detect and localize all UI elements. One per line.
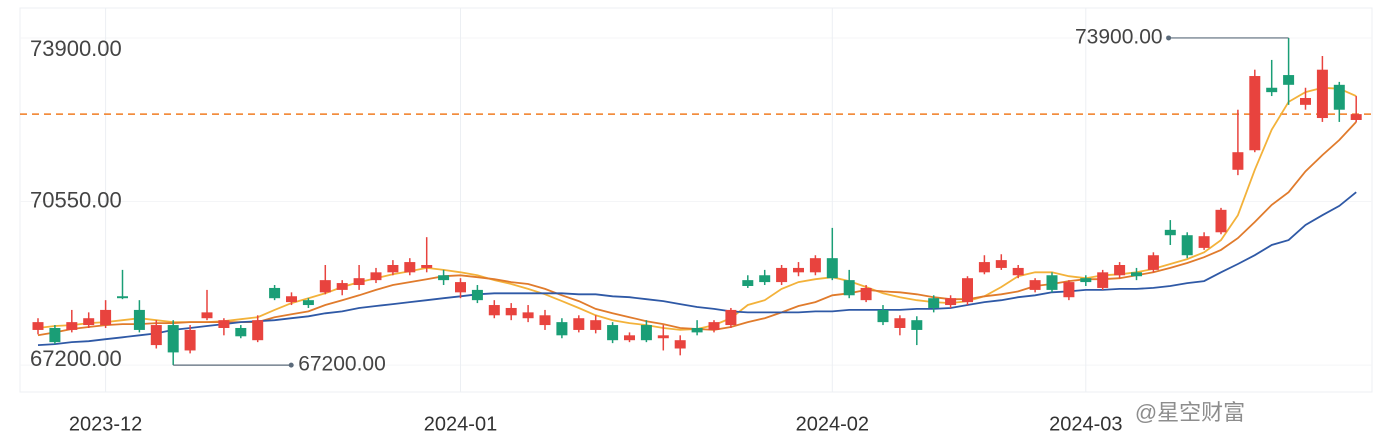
candle-body [1283, 75, 1295, 85]
candle-body [319, 280, 331, 293]
candle-body [843, 280, 855, 296]
min-marker-label: 67200.00 [298, 353, 386, 376]
candle-body [100, 309, 112, 326]
candle-body [1131, 272, 1142, 277]
candle-body [83, 318, 95, 326]
candle-body [302, 300, 314, 306]
candle-body [674, 340, 686, 349]
candle-body [370, 272, 382, 281]
candle-body [776, 267, 788, 283]
candle-body [66, 322, 78, 330]
candle-body [1080, 278, 1092, 283]
candle-body [505, 307, 517, 316]
candle-body [404, 262, 416, 273]
candle-body [1147, 255, 1159, 270]
candle-body [860, 287, 872, 301]
candle-body [708, 322, 720, 330]
candle-body [133, 309, 145, 330]
plot-frame [19, 7, 1373, 393]
y-tick-label: 70550.00 [30, 187, 122, 212]
candle-body [1181, 235, 1193, 256]
candle-body [539, 315, 551, 326]
candle-body [657, 335, 669, 339]
candle-body [556, 322, 568, 336]
candle-body [1266, 87, 1278, 93]
candle-body [691, 327, 703, 333]
candle-body [742, 280, 754, 286]
candle-body [117, 296, 128, 299]
candle-body [471, 289, 483, 301]
candle-body [1164, 229, 1176, 236]
candle-body [1232, 152, 1244, 170]
candle-body [1333, 84, 1345, 110]
min-marker-dot [288, 362, 294, 368]
candle-body [421, 265, 433, 268]
candle-body [894, 318, 906, 328]
candle-body [235, 327, 247, 337]
labels: 67200.00 70550.00 73900.00 2023-12 2024-01 20… [30, 25, 1289, 435]
candle-body [336, 283, 348, 290]
candle-body [945, 298, 957, 306]
candle-body [826, 258, 838, 279]
x-tick-label: 2024-03 [1049, 413, 1122, 435]
candle-body [49, 327, 61, 343]
candle-body [1114, 265, 1126, 276]
candle-body [725, 309, 737, 326]
candle-body [759, 275, 771, 283]
candle-body [809, 258, 821, 273]
candle-body [522, 312, 534, 319]
candle-body [1198, 236, 1210, 248]
candle-body [286, 296, 297, 303]
watermark: @星空财富 [1135, 400, 1245, 425]
candle-body [32, 322, 44, 330]
x-tick-label: 2023-12 [69, 413, 142, 435]
candle-body [488, 305, 500, 316]
candle-body [1350, 114, 1362, 120]
candle-body [640, 325, 652, 341]
candle-body [201, 312, 213, 319]
candle-body [218, 320, 230, 328]
candle-body [455, 282, 466, 293]
max-marker-label: 73900.00 [1075, 25, 1163, 48]
y-tick-label: 73900.00 [30, 36, 122, 61]
x-tick-label: 2024-02 [796, 413, 869, 435]
candle-body [1029, 280, 1041, 290]
grid [20, 8, 1372, 392]
candle-body [793, 267, 804, 273]
candle-body [184, 329, 196, 351]
candle-body [387, 265, 399, 273]
candle-body [911, 320, 923, 330]
candle-body [1316, 69, 1328, 119]
candle-body [269, 287, 281, 299]
candle-body [1012, 267, 1024, 276]
candle-body [624, 335, 635, 341]
candle-body [995, 260, 1007, 268]
candle-body [150, 325, 162, 346]
candle-body [252, 320, 264, 341]
candle-body [167, 325, 179, 353]
candle-body [590, 320, 602, 330]
candle-body [962, 278, 973, 303]
candle-body [607, 325, 619, 341]
candle-body [353, 278, 365, 286]
candle-body [1300, 98, 1311, 105]
candles [32, 37, 1362, 366]
candle-body [877, 309, 889, 323]
candle-body [438, 275, 450, 281]
candle-body [978, 262, 990, 273]
max-marker-dot [1166, 35, 1172, 41]
candle-body [1097, 272, 1109, 288]
candle-body [1249, 76, 1261, 151]
candle-body [1063, 282, 1075, 298]
candle-body [1046, 275, 1058, 290]
y-tick-label: 67200.00 [30, 346, 122, 371]
candle-body [928, 298, 940, 308]
candle-body [573, 318, 585, 330]
x-tick-label: 2024-01 [424, 413, 497, 435]
candle-body [1215, 209, 1227, 233]
